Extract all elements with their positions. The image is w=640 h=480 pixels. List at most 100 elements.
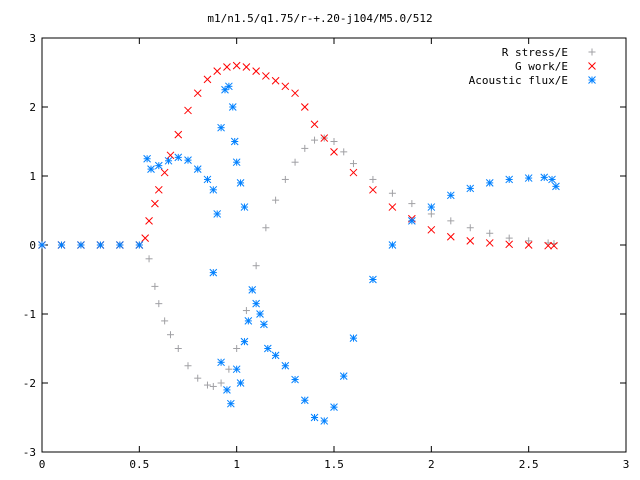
data-point (154, 161, 163, 170)
data-point (209, 268, 218, 277)
data-point (174, 345, 182, 352)
data-point (252, 299, 260, 308)
series-layer (38, 61, 560, 425)
data-point (217, 358, 225, 367)
data-point (166, 151, 175, 160)
data-point (223, 386, 231, 394)
data-point (217, 123, 225, 132)
data-point (230, 137, 239, 146)
data-point (252, 262, 260, 270)
data-point (116, 241, 124, 249)
series-cross (38, 61, 558, 250)
data-point (225, 82, 233, 91)
data-point (369, 185, 377, 194)
data-point (240, 337, 249, 346)
data-point (330, 138, 338, 145)
data-point (349, 168, 358, 177)
y-tick-label: 2 (29, 101, 36, 114)
chart-title: m1/n1.5/q1.75/r-+.20-j104/M5.0/512 (207, 12, 432, 25)
x-tick-label: 1.5 (324, 458, 344, 471)
data-point (263, 344, 272, 353)
data-point (446, 191, 455, 200)
data-point (300, 103, 309, 111)
data-point (427, 203, 436, 211)
data-point (260, 320, 268, 329)
data-point (194, 374, 202, 382)
data-point (524, 241, 533, 249)
data-point (225, 365, 233, 373)
data-point (446, 232, 455, 241)
data-point (213, 67, 222, 75)
data-point (550, 241, 558, 250)
data-point (262, 224, 270, 232)
data-point (141, 234, 150, 242)
series-star (38, 82, 560, 425)
x-tick-label: 2 (428, 458, 435, 471)
y-tick-label: -2 (23, 377, 36, 390)
data-point (300, 396, 309, 405)
data-point (232, 61, 241, 70)
data-point (57, 241, 66, 249)
data-point (226, 399, 235, 408)
data-point (486, 229, 494, 237)
data-point (223, 63, 231, 71)
data-point (213, 210, 222, 218)
data-point (320, 417, 329, 425)
data-point (301, 144, 309, 152)
data-point (228, 103, 237, 111)
legend-marker (588, 76, 596, 84)
data-point (466, 237, 475, 245)
data-point (217, 379, 225, 387)
data-point (236, 179, 245, 187)
data-point (233, 345, 241, 352)
data-point (166, 331, 174, 339)
data-point (161, 317, 169, 325)
data-point (145, 255, 153, 263)
y-tick-label: 3 (29, 32, 36, 45)
x-tick-label: 0.5 (129, 458, 149, 471)
data-point (505, 234, 513, 242)
data-point (540, 173, 549, 182)
data-point (96, 241, 105, 249)
data-point (427, 225, 436, 234)
data-point (248, 285, 257, 294)
data-point (388, 203, 397, 211)
legend-label: R stress/E (502, 46, 568, 59)
data-point (184, 362, 192, 370)
data-point (147, 165, 155, 173)
data-point (427, 210, 435, 218)
axis-ticks: 0 0.5 1 1.5 2 2.5 3 3 2 1 0 -1 -2 -3 (23, 32, 630, 471)
data-point (155, 300, 163, 308)
data-point (244, 317, 253, 325)
data-point (330, 147, 338, 156)
legend-label: G work/E (515, 60, 568, 73)
data-point (447, 217, 455, 225)
data-point (252, 67, 260, 75)
series-plus (38, 134, 558, 390)
data-point (466, 224, 474, 232)
data-point (262, 72, 270, 80)
data-point (242, 63, 251, 71)
data-point (209, 185, 218, 194)
data-point (174, 130, 183, 139)
data-point (291, 158, 299, 166)
data-point (408, 200, 416, 208)
data-point (544, 241, 552, 250)
data-point (330, 403, 338, 412)
data-point (203, 75, 212, 84)
data-point (320, 134, 329, 142)
x-tick-label: 3 (623, 458, 630, 471)
data-point (548, 175, 556, 184)
x-tick-label: 1 (233, 458, 240, 471)
data-point (184, 106, 192, 115)
data-point (256, 310, 264, 318)
data-point (485, 239, 494, 247)
y-tick-label: -1 (23, 308, 36, 321)
data-point (291, 375, 299, 384)
data-point (505, 175, 514, 184)
data-point (236, 379, 245, 387)
data-point (145, 216, 153, 225)
